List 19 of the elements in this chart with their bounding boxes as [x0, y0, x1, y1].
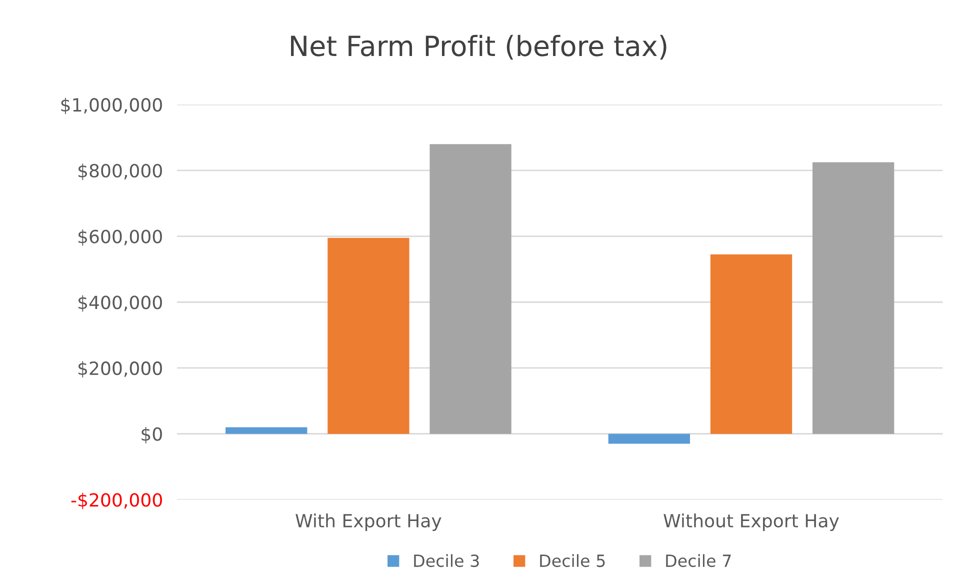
- legend-label: Decile 7: [666, 554, 731, 568]
- bar: [430, 144, 512, 434]
- y-tick-label: $0: [142, 426, 162, 444]
- bar: [710, 254, 792, 434]
- legend-label: Decile 3: [414, 554, 479, 568]
- legend-label: Decile 5: [540, 554, 605, 568]
- x-tick-label: With Export Hay: [296, 514, 442, 532]
- bar: [226, 427, 308, 434]
- x-tick-label: Without Export Hay: [664, 514, 839, 532]
- bar: [328, 238, 410, 434]
- chart-title: Net Farm Profit (before tax): [291, 34, 666, 60]
- y-tick-label: $400,000: [78, 295, 162, 312]
- bar: [812, 162, 894, 434]
- y-tick-label: $200,000: [78, 361, 162, 378]
- y-tick-label: $1,000,000: [61, 98, 162, 114]
- bar: [608, 434, 690, 444]
- y-tick-label: -$200,000: [71, 492, 162, 510]
- y-tick-label: $600,000: [78, 229, 162, 246]
- y-tick-label: $800,000: [78, 164, 162, 180]
